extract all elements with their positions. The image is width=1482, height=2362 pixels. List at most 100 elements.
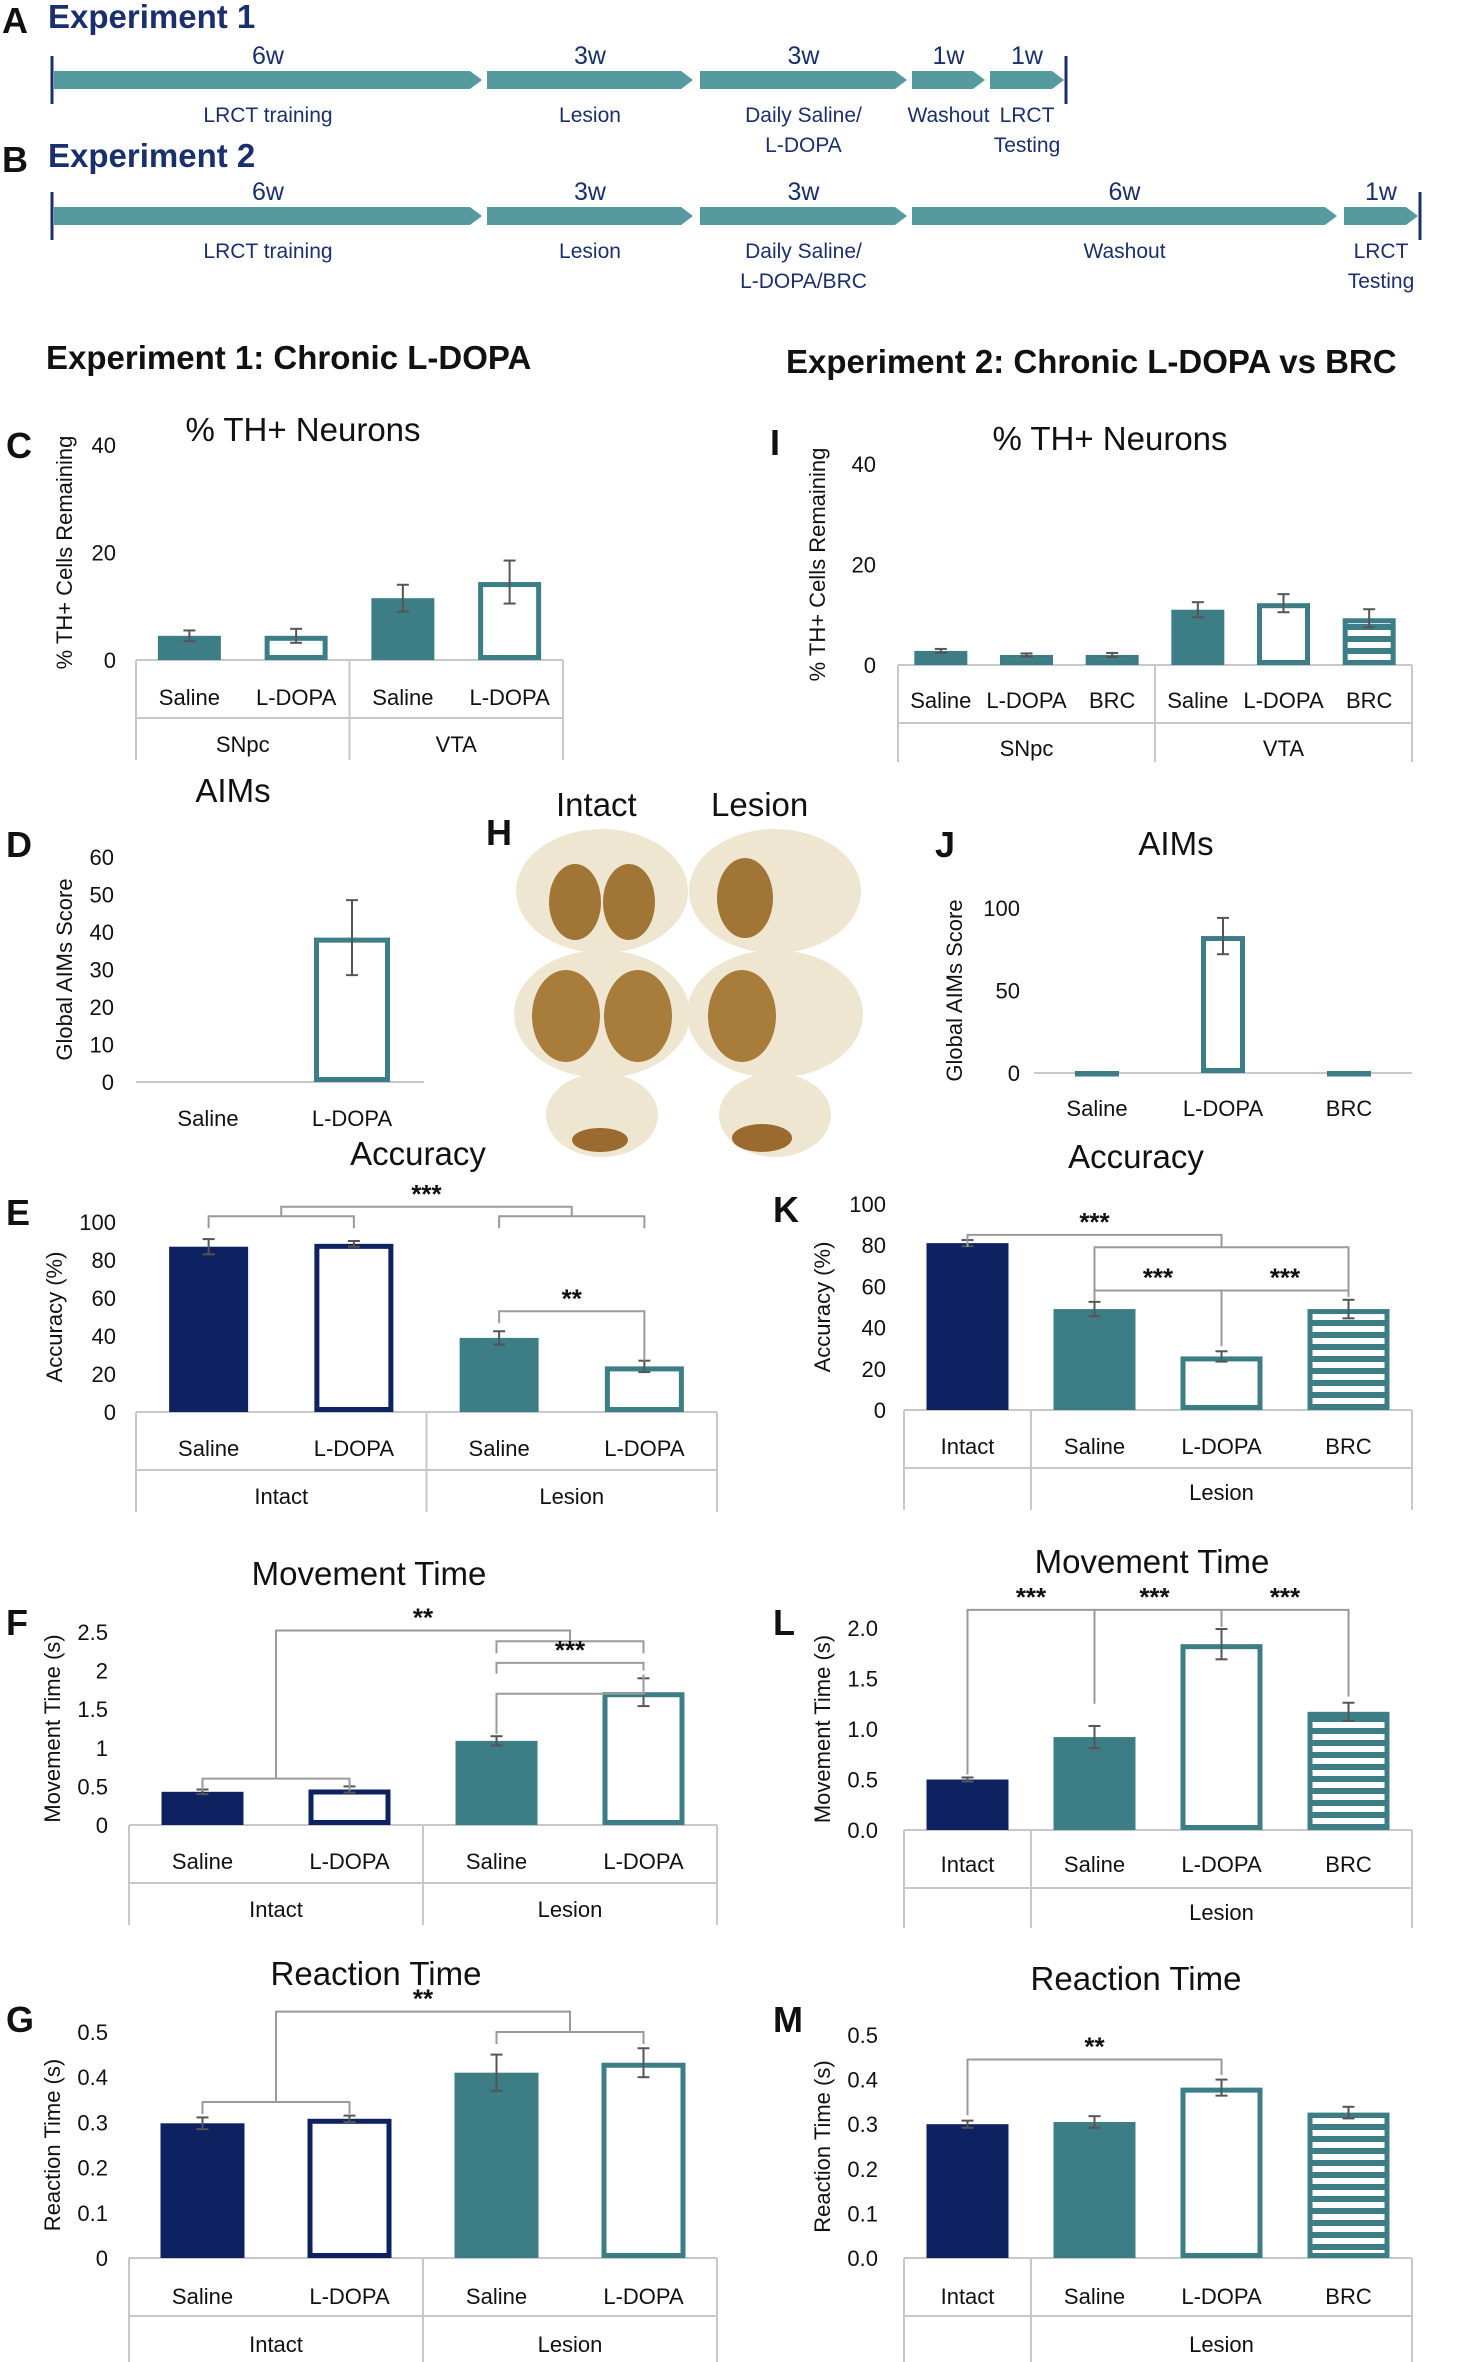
bar — [601, 2062, 686, 2259]
group-label: VTA — [436, 732, 477, 757]
bar — [1053, 1737, 1136, 1830]
brain-section-intact-3 — [546, 1073, 658, 1157]
y-tick-label: 50 — [996, 979, 1020, 1004]
significance-bracket — [207, 1215, 355, 1229]
y-tick-label: 0.3 — [77, 2110, 108, 2135]
chart-m: M Reaction Time Reaction Time (s) 0.0 0.1 0.2… — [773, 1960, 1413, 2362]
significance-star: ** — [413, 1602, 434, 1632]
brain-section-intact-2 — [514, 950, 690, 1078]
timeline-label-5: Testing — [994, 134, 1061, 157]
significance-bracket — [966, 1233, 1223, 1247]
chart-title: AIMs — [1138, 825, 1213, 862]
chart-title: AIMs — [195, 772, 270, 809]
y-tick-label: 60 — [92, 1286, 116, 1311]
bar — [1171, 609, 1225, 665]
timeline-duration-3: 3w — [788, 178, 821, 206]
bar — [1180, 1356, 1263, 1410]
significance-star: *** — [555, 1635, 586, 1665]
panel-letter-f: F — [6, 1602, 28, 1643]
y-tick-label: 0.4 — [847, 2068, 878, 2093]
y-tick-label: 0.0 — [847, 2246, 878, 2271]
bar — [926, 1779, 1009, 1830]
x-tick-label: Saline — [177, 1106, 238, 1131]
timeline-duration-1: 6w — [252, 178, 285, 206]
y-tick-label: 0.5 — [77, 1774, 108, 1799]
y-tick-label: 0 — [96, 2246, 108, 2271]
timeline-label-4: Washout — [907, 104, 989, 127]
y-tick-label: 0 — [864, 653, 876, 678]
y-tick-label: 80 — [862, 1233, 886, 1258]
panel-letter-k: K — [773, 1189, 799, 1230]
bar — [1307, 1711, 1390, 1830]
x-tick-label: Saline — [172, 1849, 233, 1874]
y-axis-label: Global AIMs Score — [52, 878, 77, 1060]
group-label: Lesion — [1189, 2332, 1254, 2357]
significance-bracket — [275, 2010, 571, 2103]
charts: C% TH+ Neurons% TH+ Cells Remaining 02040… — [6, 411, 1413, 2362]
y-tick-label: 60 — [90, 845, 114, 870]
timeline-label-2: Lesion — [559, 104, 621, 127]
y-axis-label: Movement Time (s) — [40, 1634, 65, 1822]
brain-section-lesion-1 — [689, 829, 861, 953]
y-tick-label: 20 — [92, 1362, 116, 1387]
y-tick-label: 1.0 — [847, 1717, 878, 1742]
chart-k: K Accuracy Accuracy (%) 0 20 40 60 80 100 Lesion I… — [773, 1138, 1413, 1510]
y-axis-label: Reaction Time (s) — [40, 2059, 65, 2231]
timeline-duration-3: 3w — [788, 42, 821, 70]
y-tick-label: 40 — [92, 1324, 116, 1349]
bar — [1307, 1309, 1390, 1411]
y-tick-label: 40 — [862, 1316, 886, 1341]
group-label: Lesion — [1189, 1900, 1254, 1925]
y-tick-label: 0.1 — [847, 2201, 878, 2226]
chart-title: Accuracy — [1068, 1138, 1204, 1175]
bar — [1201, 936, 1245, 1073]
y-tick-label: 2.5 — [77, 1620, 108, 1645]
brain-section-lesion-2 — [687, 950, 863, 1078]
y-tick-label: 0.0 — [847, 1818, 878, 1843]
y-axis-label: % TH+ Cells Remaining — [52, 436, 77, 670]
bar — [1075, 1071, 1119, 1077]
panel-letter-h: H — [486, 812, 512, 853]
x-tick-label: L-DOPA — [309, 1849, 390, 1874]
chart-title: Reaction Time — [271, 1955, 482, 1992]
y-tick-label: 50 — [90, 883, 114, 908]
y-tick-label: 1.5 — [847, 1667, 878, 1692]
significance-star: *** — [1143, 1263, 1174, 1293]
timeline-arrow-2 — [487, 207, 693, 225]
y-tick-label: 100 — [79, 1210, 116, 1235]
y-tick-label: 80 — [92, 1248, 116, 1273]
x-tick-label: L-DOPA — [309, 2284, 390, 2309]
y-tick-label: 20 — [862, 1357, 886, 1382]
x-tick-label: L-DOPA — [603, 2284, 684, 2309]
significance-star: ** — [413, 1984, 434, 2014]
heading-right: Experiment 2: Chronic L-DOPA vs BRC — [786, 343, 1397, 380]
panel-letter-e: E — [6, 1192, 30, 1233]
bar — [314, 1243, 394, 1412]
chart-title: Reaction Time — [1031, 1960, 1242, 1997]
timeline-label-5: LRCT — [1000, 104, 1055, 127]
timeline-label-3: L-DOPA/BRC — [740, 270, 867, 293]
y-tick-label: 0 — [96, 1813, 108, 1838]
x-tick-label: L-DOPA — [312, 1106, 393, 1131]
bar — [1180, 1644, 1263, 1831]
significance-bracket — [966, 2058, 1223, 2116]
timeline-label-5: LRCT — [1354, 240, 1409, 263]
panel-letter-j: J — [935, 824, 955, 865]
exp1-title: Experiment 1 — [48, 0, 255, 35]
timeline-arrow-5 — [1344, 207, 1418, 225]
significance-bracket — [498, 1215, 646, 1229]
x-tick-label: L-DOPA — [986, 688, 1067, 713]
heading-left: Experiment 1: Chronic L-DOPA — [46, 339, 531, 376]
y-tick-label: 0.5 — [847, 2023, 878, 2048]
y-axis-label: Accuracy (%) — [810, 1242, 835, 1373]
x-tick-label: Saline — [1064, 1434, 1125, 1459]
x-tick-label: L-DOPA — [603, 1849, 684, 1874]
timeline-label-5: Testing — [1348, 270, 1415, 293]
x-tick-label: BRC — [1326, 1096, 1373, 1121]
x-tick-label: L-DOPA — [256, 685, 337, 710]
timeline-label-4: Washout — [1083, 240, 1165, 263]
y-tick-label: 0.1 — [77, 2201, 108, 2226]
timeline-duration-1: 6w — [252, 42, 285, 70]
significance-star: *** — [411, 1179, 442, 1209]
